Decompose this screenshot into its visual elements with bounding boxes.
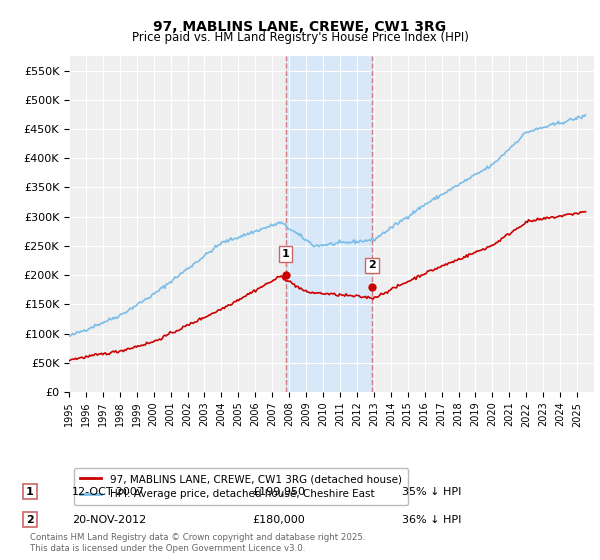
Text: 36% ↓ HPI: 36% ↓ HPI [402, 515, 461, 525]
Text: Price paid vs. HM Land Registry's House Price Index (HPI): Price paid vs. HM Land Registry's House … [131, 31, 469, 44]
Text: £180,000: £180,000 [252, 515, 305, 525]
Text: Contains HM Land Registry data © Crown copyright and database right 2025.
This d: Contains HM Land Registry data © Crown c… [30, 533, 365, 553]
Text: 12-OCT-2007: 12-OCT-2007 [72, 487, 145, 497]
Text: 1: 1 [26, 487, 34, 497]
Text: 35% ↓ HPI: 35% ↓ HPI [402, 487, 461, 497]
Text: 2: 2 [26, 515, 34, 525]
Text: 20-NOV-2012: 20-NOV-2012 [72, 515, 146, 525]
Bar [286, 56, 372, 392]
Legend: 97, MABLINS LANE, CREWE, CW1 3RG (detached house), HPI: Average price, detached : 97, MABLINS LANE, CREWE, CW1 3RG (detach… [74, 468, 408, 506]
Text: £199,950: £199,950 [252, 487, 305, 497]
Text: 1: 1 [282, 249, 289, 259]
Text: 97, MABLINS LANE, CREWE, CW1 3RG: 97, MABLINS LANE, CREWE, CW1 3RG [154, 20, 446, 34]
Text: 2: 2 [368, 260, 376, 270]
